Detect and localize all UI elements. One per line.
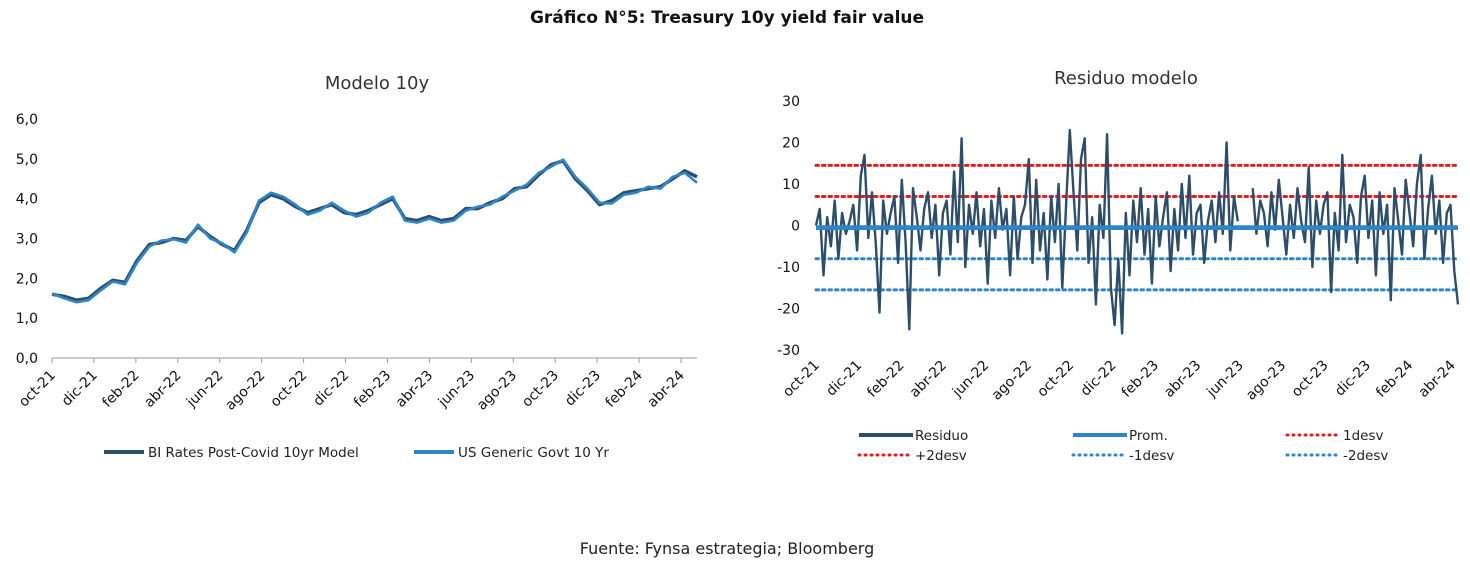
x-tick-label: feb-22 bbox=[864, 358, 907, 401]
x-tick-label: dic-23 bbox=[1332, 358, 1374, 400]
x-tick-label: feb-23 bbox=[351, 368, 394, 411]
y-tick-label: -20 bbox=[777, 302, 800, 318]
x-tick-label: dic-21 bbox=[823, 358, 865, 400]
y-tick-label: 0,0 bbox=[16, 351, 38, 367]
x-tick-label: dic-21 bbox=[59, 368, 101, 410]
main-title: Gráfico N°5: Treasury 10y yield fair val… bbox=[529, 8, 925, 28]
x-tick-label: feb-24 bbox=[1373, 357, 1416, 400]
x-tick-label: jun-22 bbox=[949, 358, 992, 401]
legend-label: 1desv bbox=[1343, 428, 1384, 444]
x-tick-label: dic-22 bbox=[310, 368, 352, 410]
x-tick-label: oct-21 bbox=[780, 358, 823, 401]
x-tick-label: jun-23 bbox=[1203, 358, 1246, 401]
left-chart-modelo-10y: Modelo 10y 0,01,02,03,04,05,06,0 oct-21 d… bbox=[16, 73, 698, 461]
right-series bbox=[814, 128, 1460, 335]
x-tick-label: abr-24 bbox=[1416, 357, 1459, 400]
y-tick-label: 20 bbox=[782, 136, 800, 152]
x-tick-label: abr-22 bbox=[141, 368, 184, 411]
left-y-ticks: 0,0 1,0 2,0 3,0 4,0 5,0 6,0 bbox=[16, 112, 38, 367]
y-tick-label: 2,0 bbox=[16, 271, 38, 287]
x-tick-label: jun-22 bbox=[183, 368, 226, 411]
x-tick-label: ago-22 bbox=[989, 358, 1035, 404]
legend-label: -1desv bbox=[1129, 448, 1174, 464]
y-tick-label: 4,0 bbox=[16, 192, 38, 208]
x-tick-label: jun-23 bbox=[435, 368, 478, 411]
x-tick-label: ago-22 bbox=[222, 368, 268, 414]
right-legend: Residuo Prom. 1desv +2desv -1desv -2desv bbox=[857, 428, 1388, 464]
y-tick-label: -10 bbox=[777, 260, 800, 276]
legend-label: US Generic Govt 10 Yr bbox=[458, 445, 609, 461]
x-tick-label: oct-22 bbox=[268, 368, 311, 411]
right-y-ticks: -30 -20 -10 0 10 20 30 bbox=[777, 94, 800, 359]
legend-label: +2desv bbox=[915, 448, 967, 464]
x-tick-label: abr-23 bbox=[1161, 358, 1204, 401]
x-tick-label: abr-22 bbox=[907, 358, 950, 401]
x-tick-label: feb-24 bbox=[603, 367, 646, 410]
source-note: Fuente: Fynsa estrategia; Bloomberg bbox=[579, 539, 875, 558]
legend-label: BI Rates Post-Covid 10yr Model bbox=[148, 445, 359, 461]
x-tick-label: oct-23 bbox=[519, 368, 562, 411]
y-tick-label: 1,0 bbox=[16, 311, 38, 327]
x-tick-label: abr-24 bbox=[645, 367, 688, 410]
x-tick-label: feb-23 bbox=[1119, 358, 1162, 401]
series-line-residuo bbox=[814, 128, 1239, 335]
x-tick-label: ago-23 bbox=[1243, 358, 1289, 404]
x-tick-label: oct-22 bbox=[1034, 358, 1077, 401]
x-tick-label: oct-23 bbox=[1289, 358, 1332, 401]
right-chart-title: Residuo modelo bbox=[1054, 68, 1198, 89]
left-series bbox=[51, 158, 698, 304]
y-tick-label: 30 bbox=[782, 94, 800, 110]
x-tick-label: feb-22 bbox=[99, 368, 142, 411]
x-tick-label: ago-23 bbox=[474, 368, 520, 414]
x-tick-label: dic-23 bbox=[562, 368, 604, 410]
legend-label: Prom. bbox=[1129, 428, 1168, 444]
y-tick-label: 3,0 bbox=[16, 232, 38, 248]
x-tick-label: abr-23 bbox=[393, 368, 436, 411]
y-tick-label: 6,0 bbox=[16, 112, 38, 128]
series-line-residuo bbox=[1251, 153, 1460, 305]
left-legend: BI Rates Post-Covid 10yr Model US Generic… bbox=[104, 445, 609, 461]
x-tick-label: dic-22 bbox=[1078, 358, 1120, 400]
x-tick-label: oct-21 bbox=[16, 368, 59, 411]
legend-label: Residuo bbox=[915, 428, 968, 444]
left-chart-title: Modelo 10y bbox=[325, 73, 430, 94]
y-tick-label: 10 bbox=[782, 177, 800, 193]
y-tick-label: 0 bbox=[791, 219, 800, 235]
legend-label: -2desv bbox=[1343, 448, 1388, 464]
y-tick-label: -30 bbox=[777, 343, 800, 359]
series-line-model bbox=[51, 159, 698, 302]
series-line-us-generic bbox=[51, 158, 698, 304]
y-tick-label: 5,0 bbox=[16, 152, 38, 168]
